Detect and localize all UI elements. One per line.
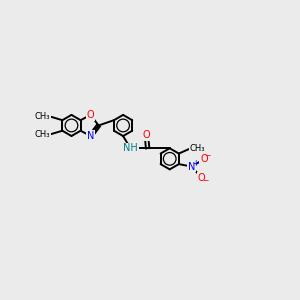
Text: CH₃: CH₃ <box>34 112 50 121</box>
Text: +: + <box>192 159 198 168</box>
Text: −: − <box>202 176 208 185</box>
Text: N: N <box>87 131 94 141</box>
Text: O: O <box>200 154 208 164</box>
Text: NH: NH <box>123 143 138 153</box>
Text: CH₃: CH₃ <box>190 144 206 153</box>
Text: O: O <box>142 130 150 140</box>
Text: O: O <box>198 172 205 183</box>
Text: −: − <box>204 151 211 160</box>
Text: O: O <box>87 110 94 120</box>
Text: N: N <box>188 162 195 172</box>
Text: CH₃: CH₃ <box>34 130 50 139</box>
